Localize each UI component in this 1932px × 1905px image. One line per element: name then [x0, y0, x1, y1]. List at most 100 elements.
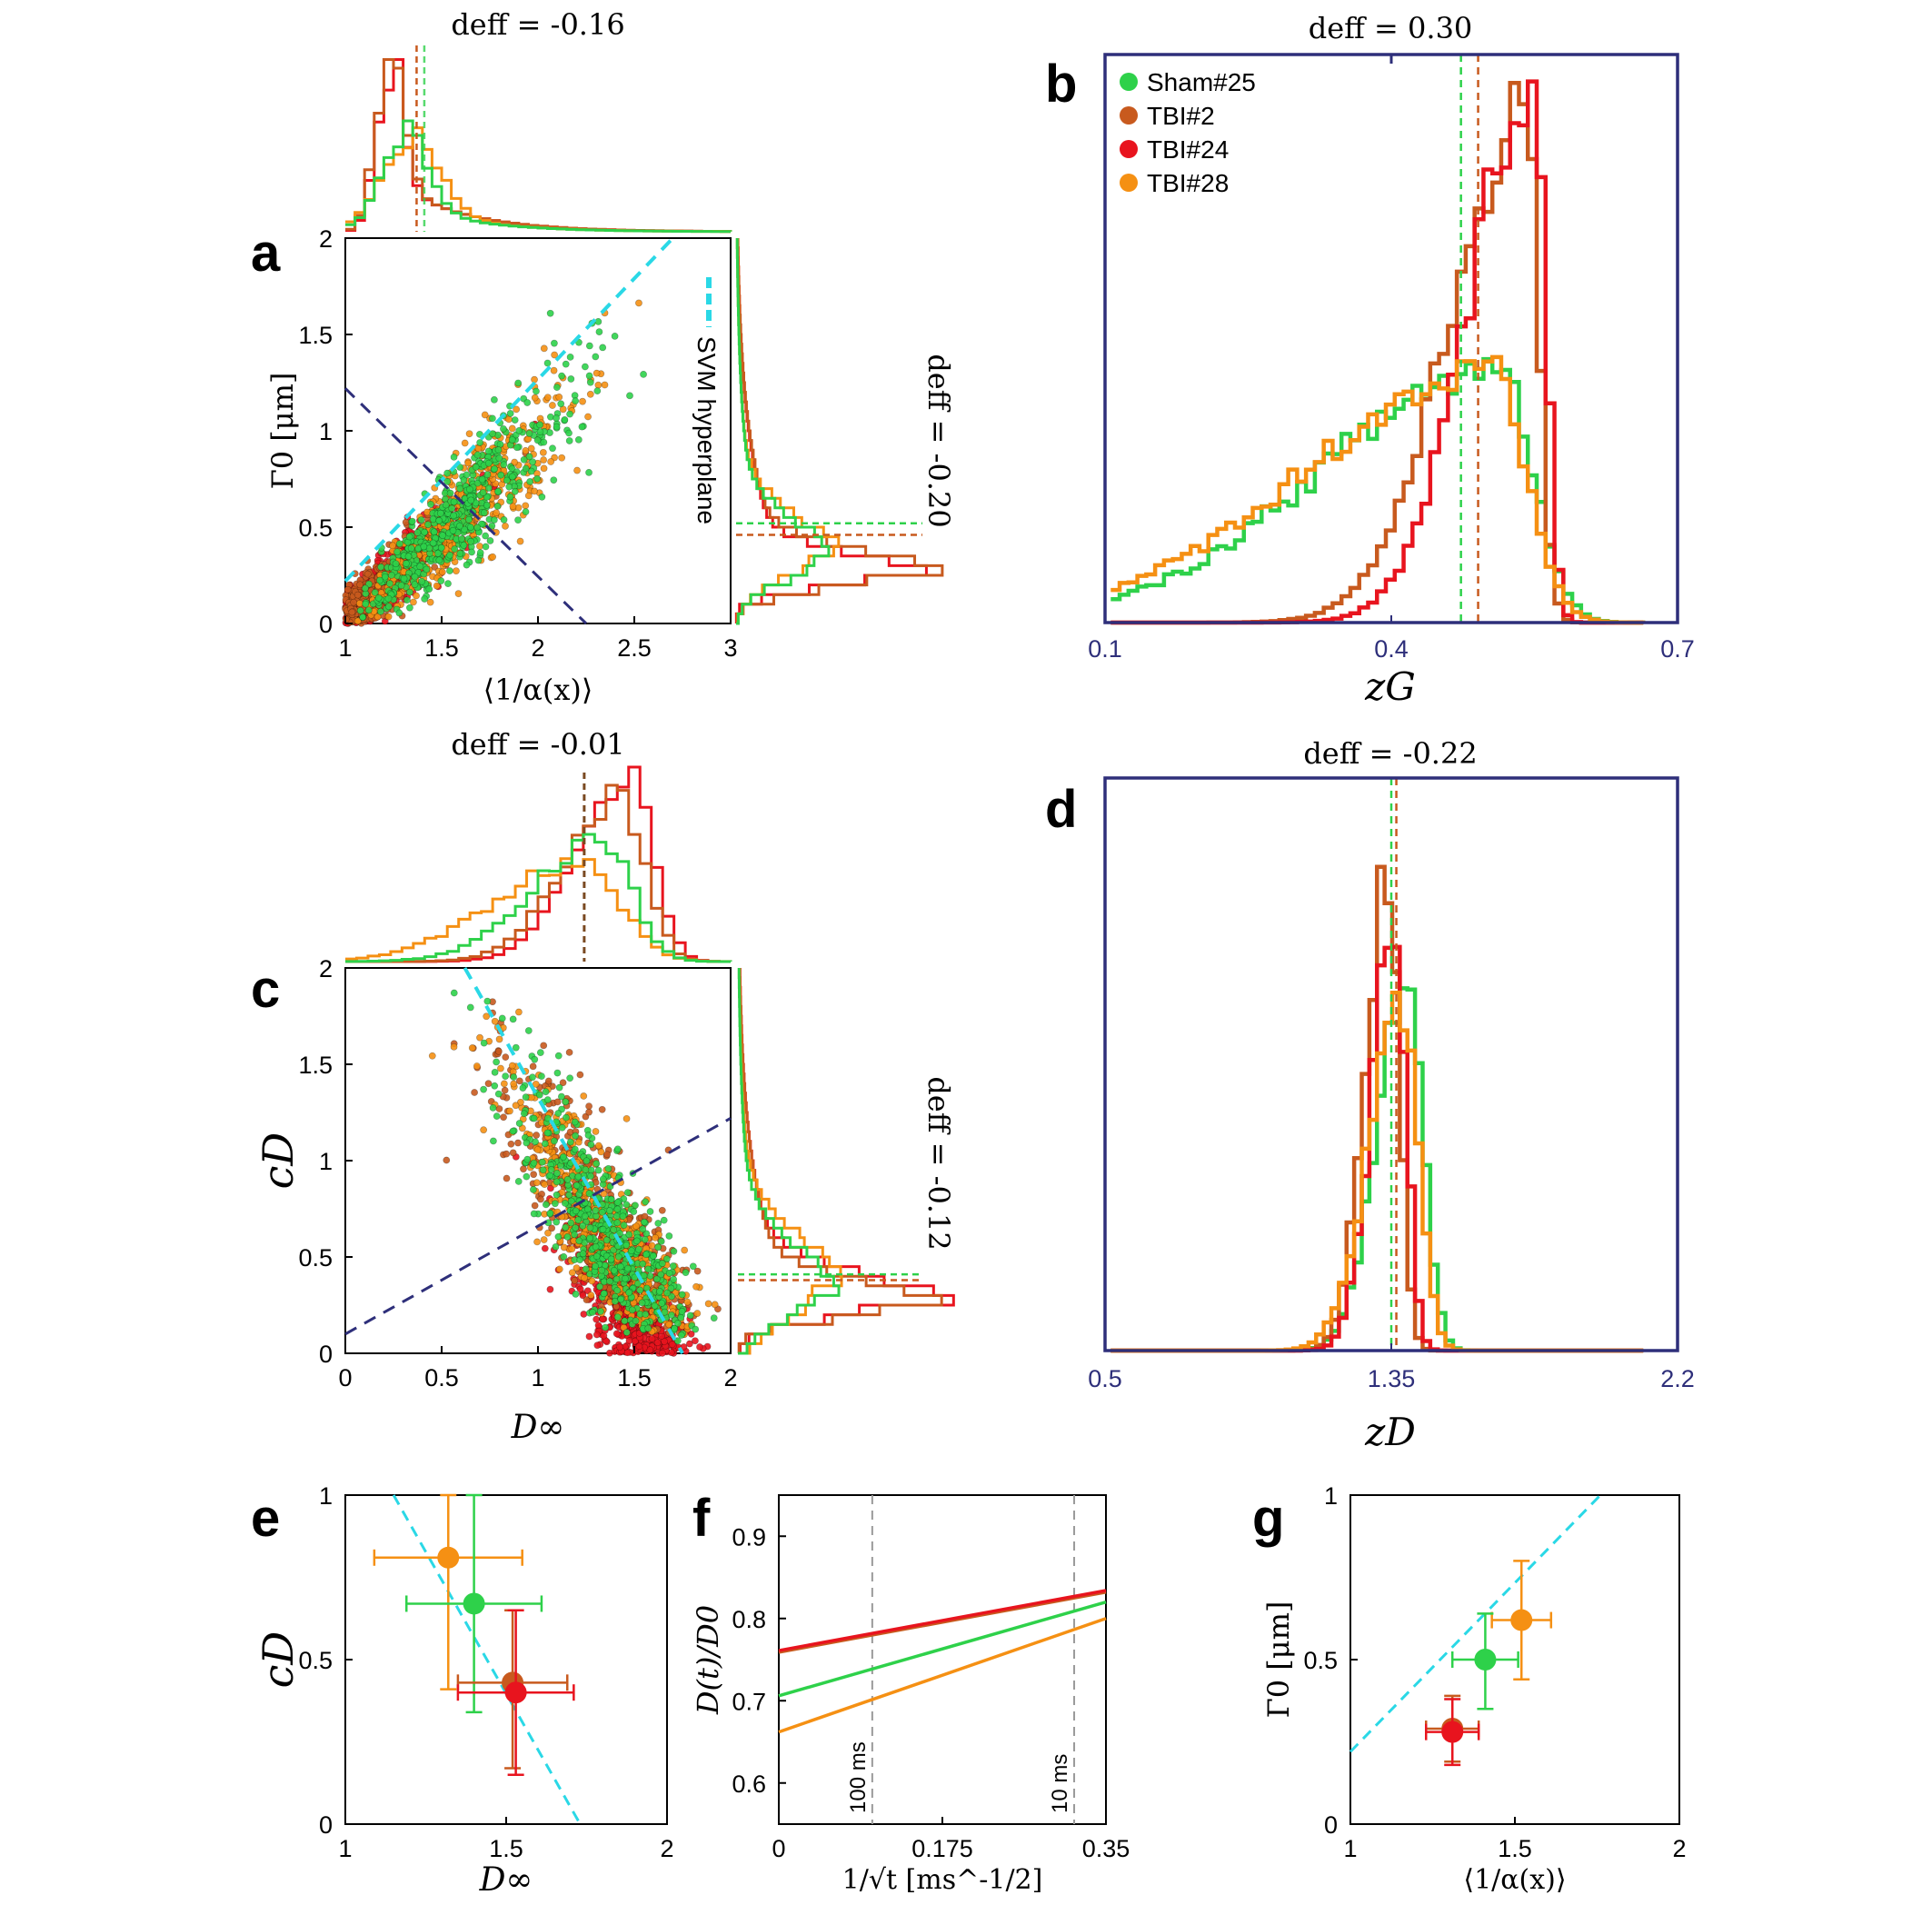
y-tick-label: 0.8 — [732, 1606, 766, 1633]
scatter-point — [514, 1008, 523, 1016]
scatter-point — [652, 1275, 661, 1283]
scatter-point — [678, 1291, 686, 1299]
scatter-point — [461, 525, 468, 534]
scatter-point — [421, 528, 429, 536]
scatter-point — [606, 1277, 613, 1285]
scatter-point — [450, 1042, 458, 1051]
scatter-point — [578, 423, 586, 431]
scatter-point — [425, 585, 433, 593]
panel-c-xlabel: D∞ — [511, 1409, 565, 1446]
scatter-point — [658, 1300, 666, 1307]
scatter-point — [417, 516, 425, 524]
scatter-point — [484, 1080, 493, 1088]
scatter-point — [543, 359, 552, 367]
scatter-point — [533, 474, 542, 483]
scatter-point — [429, 515, 437, 524]
panel-d-histograms — [1110, 778, 1644, 1353]
scatter-point — [599, 1225, 607, 1233]
scatter-point — [579, 1222, 587, 1230]
scatter-point — [531, 1202, 539, 1210]
scatter-point — [406, 603, 413, 612]
scatter-point — [427, 500, 434, 508]
scatter-point — [585, 468, 593, 476]
scatter-point — [565, 429, 573, 437]
y-tick-label: 1.5 — [298, 1052, 333, 1079]
panel-letter-b: b — [1045, 55, 1077, 114]
scatter-point — [491, 1017, 499, 1025]
scatter-point — [493, 503, 502, 510]
y-tick-label: 0.5 — [298, 514, 333, 542]
scatter-point — [476, 549, 484, 557]
scatter-point — [572, 1290, 580, 1298]
scatter-point — [574, 1138, 583, 1146]
scatter-point — [557, 1092, 565, 1101]
scatter-point — [543, 1129, 552, 1137]
scatter-point — [376, 576, 383, 584]
panel-letter-d: d — [1045, 780, 1077, 839]
scatter-point — [443, 469, 452, 477]
scatter-point — [450, 512, 458, 520]
scatter-point — [442, 501, 450, 509]
scatter-point — [489, 414, 496, 423]
legend: Sham#25 TBI#2 TBI#24 TBI#28 — [1120, 68, 1256, 197]
scatter-point — [583, 1157, 591, 1165]
scatter-point — [593, 1160, 601, 1168]
scatter-point — [395, 540, 403, 548]
scatter-point — [488, 522, 496, 530]
scatter-point — [476, 439, 484, 446]
scatter-point — [436, 509, 444, 517]
scatter-point — [489, 430, 496, 438]
scatter-point — [494, 1090, 503, 1098]
scatter-point — [456, 484, 464, 493]
scatter-point — [535, 1091, 543, 1099]
scatter-point — [508, 473, 516, 481]
scatter-point — [413, 592, 420, 600]
scatter-point — [533, 1179, 541, 1187]
scatter-point — [538, 1158, 546, 1166]
scatter-point — [581, 363, 589, 371]
scatter-point — [495, 454, 503, 463]
panel-d-xlabel: zD — [1364, 1410, 1416, 1454]
scatter-point — [550, 476, 558, 484]
y-tick-label: 0 — [319, 1811, 333, 1839]
scatter-point — [572, 1223, 580, 1232]
scatter-point — [554, 1052, 563, 1060]
scatter-point — [669, 1262, 677, 1270]
scatter-point — [571, 1145, 579, 1153]
scatter-point — [622, 1329, 631, 1336]
scatter-point — [397, 582, 405, 590]
scatter-point — [553, 384, 561, 392]
scatter-point — [625, 1231, 633, 1239]
scatter-point — [359, 613, 367, 621]
histogram-step — [345, 833, 732, 963]
scatter-point — [516, 537, 524, 545]
x-tick-label: 0.5 — [424, 1364, 459, 1391]
scatter-point — [581, 1212, 589, 1221]
y-tick-label: 0.7 — [732, 1688, 766, 1715]
panel-f-xlabel: 1/√t [ms^-1/2] — [842, 1864, 1043, 1896]
scatter-point — [463, 471, 471, 479]
scatter-point — [603, 1151, 612, 1159]
reference-line-label: 100 ms — [846, 1741, 871, 1813]
scatter-point — [508, 424, 516, 433]
scatter-point — [456, 464, 464, 471]
scatter-point — [400, 574, 408, 583]
y-tick-label: 0.5 — [1303, 1647, 1338, 1674]
scatter-point — [513, 444, 521, 452]
scatter-point — [592, 1206, 600, 1214]
scatter-point — [642, 1311, 650, 1318]
scatter-point — [579, 397, 586, 405]
scatter-point — [533, 436, 542, 444]
scatter-point — [533, 387, 540, 395]
scatter-point — [586, 1234, 593, 1242]
scatter-point — [677, 1313, 685, 1322]
panel-c: c 0 0.5 1 1.5 2 0 0.5 1 1.5 2 D∞ cD deff = -0.01… — [251, 727, 956, 1446]
histogram-step — [737, 968, 841, 1355]
panel-a-xlabel: ⟨1/α(x)⟩ — [483, 673, 593, 707]
scatter-point — [668, 1312, 675, 1319]
histogram-step — [735, 238, 831, 625]
panel-f-series-lines — [778, 1589, 1107, 1734]
scatter-point — [354, 591, 362, 599]
scatter-point — [371, 588, 379, 596]
scatter-point — [523, 1139, 531, 1147]
